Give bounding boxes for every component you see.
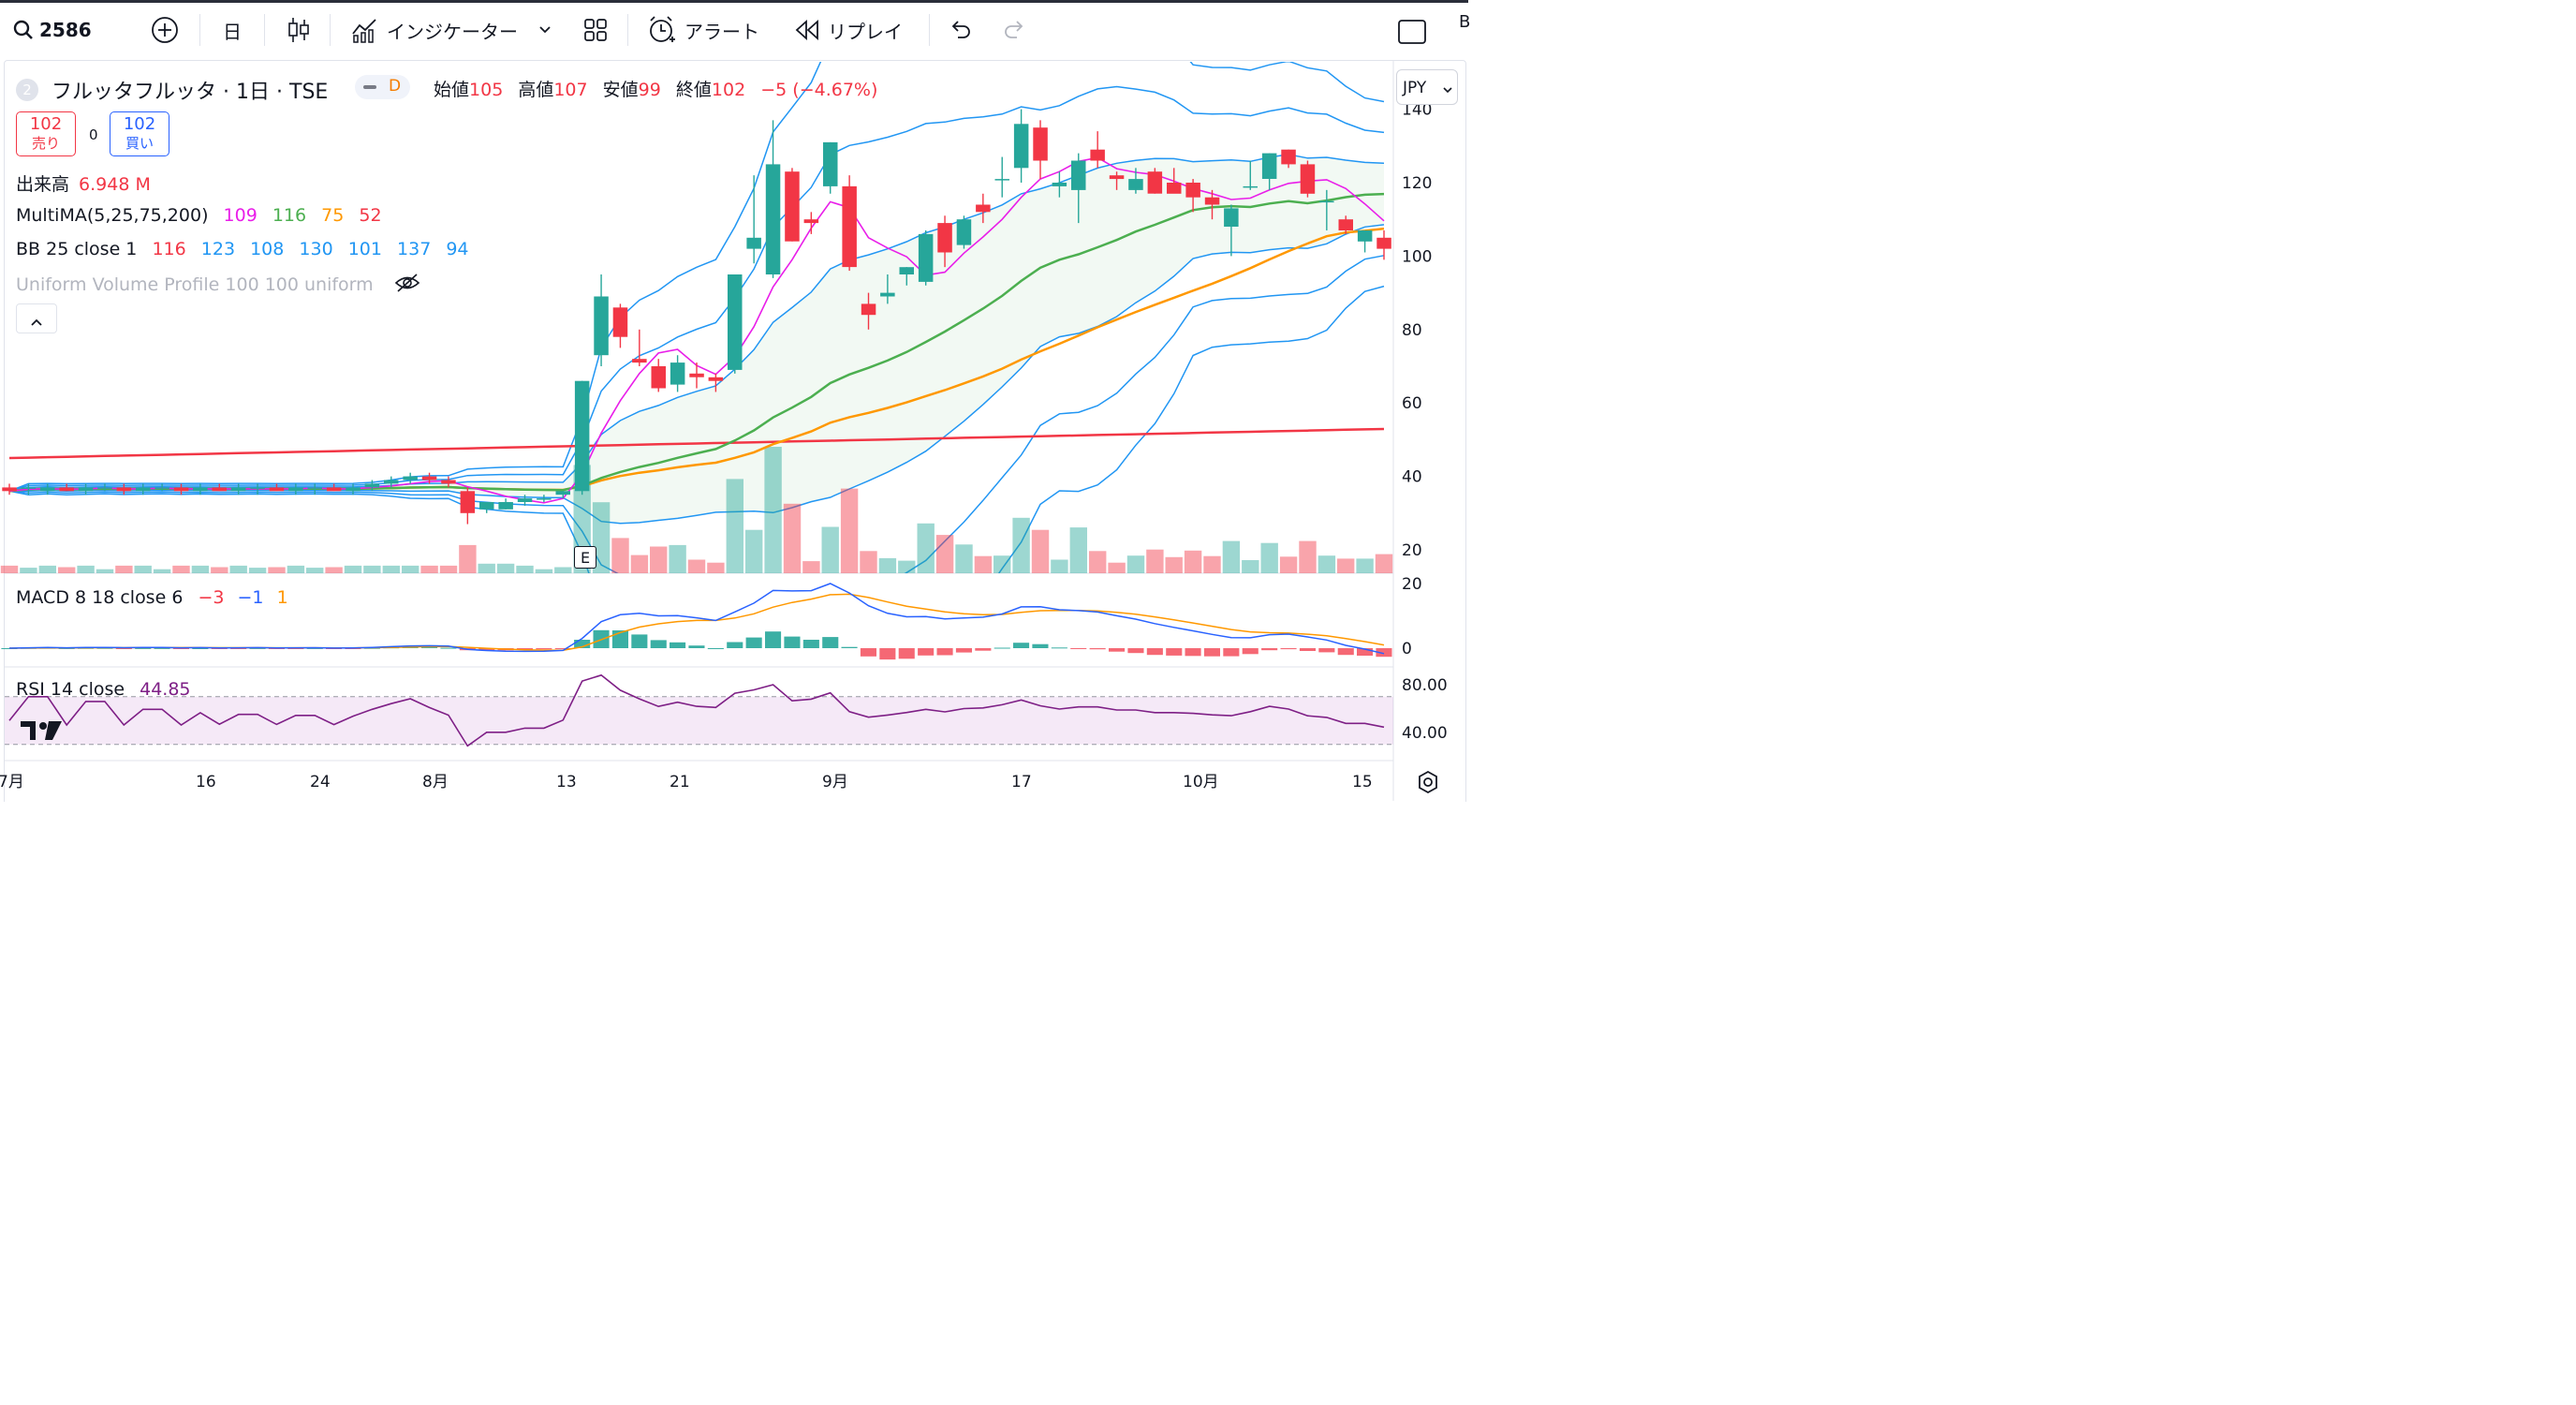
ma200-value: 52 bbox=[359, 205, 382, 226]
bb-upper-value: 123 bbox=[200, 239, 236, 259]
buy-price: 102 bbox=[123, 114, 156, 134]
close-label: 終値 bbox=[675, 80, 712, 100]
buy-button[interactable]: 102 買い bbox=[110, 111, 169, 156]
ma5-value: 109 bbox=[223, 205, 258, 226]
symbol-header: 2 フルッタフルッタ · 1日 · TSE bbox=[16, 75, 328, 105]
toolbar-divider bbox=[627, 14, 628, 46]
vp-label: Uniform Volume Profile 100 100 uniform bbox=[16, 274, 374, 295]
alarm-clock-icon bbox=[647, 15, 677, 45]
open-value: 105 bbox=[469, 80, 504, 100]
bb-lower3-value: 94 bbox=[446, 239, 469, 259]
ma75-value: 75 bbox=[321, 205, 345, 226]
high-value: 107 bbox=[553, 80, 588, 100]
chart-container[interactable] bbox=[4, 60, 1466, 802]
rsi-value: 44.85 bbox=[140, 679, 191, 700]
bb-legend[interactable]: BB 25 close 1 116 123 108 130 101 137 94 bbox=[16, 239, 469, 259]
macd-label: MACD 8 18 close 6 bbox=[16, 587, 184, 608]
ma25-value: 116 bbox=[272, 205, 307, 226]
currency-select[interactable]: JPY bbox=[1396, 69, 1458, 105]
alert-label: アラート bbox=[684, 20, 759, 43]
high-label: 高値 bbox=[518, 80, 554, 100]
volume-value: 6.948 M bbox=[79, 174, 151, 195]
chevron-down-icon bbox=[1442, 72, 1453, 108]
rewind-icon bbox=[794, 19, 820, 41]
low-value: 99 bbox=[638, 80, 661, 100]
volume-profile-legend[interactable]: Uniform Volume Profile 100 100 uniform bbox=[16, 273, 420, 298]
currency-label: JPY bbox=[1403, 79, 1427, 97]
undo-button[interactable] bbox=[949, 9, 973, 51]
delay-dash-icon bbox=[363, 85, 376, 89]
search-icon bbox=[13, 20, 34, 40]
cut-off-label: B bbox=[1459, 11, 1471, 32]
change-value: −5 (−4.67%) bbox=[760, 80, 878, 100]
volume-label: 出来高 bbox=[16, 174, 70, 195]
chart-type-button[interactable] bbox=[287, 9, 311, 51]
macd-hist-value: −3 bbox=[198, 587, 225, 608]
tradingview-logo[interactable] bbox=[21, 717, 66, 746]
open-label: 始値 bbox=[434, 80, 470, 100]
undo-icon bbox=[949, 19, 973, 41]
sell-button[interactable]: 102 売り bbox=[16, 111, 76, 156]
candles-icon bbox=[287, 16, 311, 44]
earnings-letter: E bbox=[580, 549, 591, 567]
macd-legend[interactable]: MACD 8 18 close 6 −3 −1 1 bbox=[16, 587, 288, 608]
symbol-code: 2586 bbox=[39, 19, 92, 41]
bb-upper2-value: 130 bbox=[299, 239, 333, 259]
top-toolbar: 2586 日 インジケーター アラート リプレイ B bbox=[0, 3, 1471, 57]
multima-legend[interactable]: MultiMA(5,25,75,200) 109 116 75 52 bbox=[16, 205, 382, 226]
interval-label: 日 bbox=[223, 20, 242, 43]
replay-label: リプレイ bbox=[828, 20, 903, 43]
indicators-icon bbox=[351, 17, 379, 43]
sell-label: 売り bbox=[31, 135, 60, 152]
ohlc-values: 始値105 高値107 安値99 終値102 −5 (−4.67%) bbox=[434, 76, 877, 101]
gear-icon bbox=[1416, 770, 1440, 798]
eye-hidden-icon[interactable] bbox=[394, 273, 420, 298]
macd-signal-value: 1 bbox=[276, 587, 288, 608]
delay-letter: D bbox=[389, 77, 402, 96]
toolbar-divider bbox=[330, 14, 331, 46]
compare-add-button[interactable] bbox=[151, 9, 179, 51]
volume-legend[interactable]: 出来高 6.948 M bbox=[16, 170, 151, 196]
spread-value: 0 bbox=[89, 126, 98, 143]
plus-circle-icon bbox=[151, 16, 179, 44]
multima-label: MultiMA(5,25,75,200) bbox=[16, 205, 209, 226]
interval-button[interactable]: 日 bbox=[223, 9, 242, 51]
close-value: 102 bbox=[711, 80, 746, 100]
alert-button[interactable]: アラート bbox=[647, 9, 759, 51]
indicators-label: インジケーター bbox=[387, 20, 518, 43]
collapse-legend-button[interactable] bbox=[16, 303, 57, 333]
fullscreen-button[interactable] bbox=[1397, 11, 1427, 52]
low-label: 安値 bbox=[602, 80, 639, 100]
earnings-marker[interactable]: E bbox=[574, 546, 596, 569]
replay-button[interactable]: リプレイ bbox=[794, 9, 903, 51]
grid-icon bbox=[582, 17, 609, 43]
symbol-search-button[interactable]: 2586 bbox=[13, 9, 92, 51]
sell-price: 102 bbox=[29, 114, 63, 134]
bb-upper3-value: 137 bbox=[397, 239, 432, 259]
square-icon bbox=[1397, 18, 1427, 46]
pane-number-badge: 2 bbox=[16, 79, 38, 101]
delay-badge[interactable]: D bbox=[355, 75, 410, 99]
rsi-legend[interactable]: RSI 14 close 44.85 bbox=[16, 679, 191, 700]
toolbar-divider bbox=[199, 14, 200, 46]
redo-button[interactable] bbox=[1002, 9, 1026, 51]
redo-icon bbox=[1002, 19, 1026, 41]
buy-label: 買い bbox=[125, 135, 154, 152]
toolbar-divider bbox=[264, 14, 265, 46]
chevron-up-icon bbox=[30, 313, 43, 331]
indicators-button[interactable]: インジケーター bbox=[351, 9, 552, 51]
bb-lower2-value: 101 bbox=[347, 239, 382, 259]
toolbar-divider bbox=[929, 14, 930, 46]
layouts-button[interactable] bbox=[582, 9, 609, 51]
macd-line-value: −1 bbox=[237, 587, 264, 608]
bb-lower-value: 108 bbox=[250, 239, 285, 259]
bb-basis-value: 116 bbox=[152, 239, 186, 259]
settings-button[interactable] bbox=[1416, 770, 1440, 798]
top-border bbox=[0, 0, 1468, 3]
rsi-label: RSI 14 close bbox=[16, 679, 125, 700]
chevron-down-icon bbox=[538, 25, 552, 35]
symbol-title[interactable]: フルッタフルッタ · 1日 · TSE bbox=[52, 81, 329, 104]
bb-label: BB 25 close 1 bbox=[16, 239, 138, 259]
